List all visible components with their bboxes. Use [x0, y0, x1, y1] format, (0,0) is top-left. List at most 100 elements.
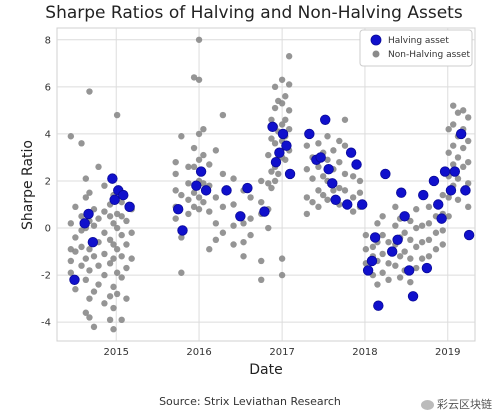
- non-halving-point: [178, 133, 185, 140]
- halving-point: [327, 178, 338, 189]
- non-halving-point: [315, 140, 322, 147]
- non-halving-point: [110, 255, 117, 262]
- halving-point: [284, 168, 296, 180]
- halving-point: [369, 232, 381, 243]
- y-tick-label: 6: [45, 82, 51, 93]
- halving-point: [407, 291, 419, 302]
- non-halving-point: [278, 121, 286, 128]
- non-halving-point: [67, 257, 75, 265]
- non-halving-point: [369, 243, 377, 251]
- halving-point: [259, 206, 270, 217]
- non-halving-point: [459, 163, 467, 171]
- non-halving-point: [282, 156, 289, 163]
- non-halving-point: [454, 175, 462, 182]
- non-halving-point: [118, 231, 125, 239]
- non-halving-point: [195, 36, 203, 43]
- halving-point: [460, 185, 471, 196]
- non-halving-point: [278, 76, 286, 83]
- non-halving-point: [123, 241, 130, 248]
- non-halving-point: [432, 229, 440, 236]
- halving-point: [366, 255, 378, 267]
- non-halving-point: [459, 107, 467, 114]
- non-halving-point: [172, 187, 179, 194]
- non-halving-point: [95, 262, 102, 269]
- halving-point: [418, 189, 429, 201]
- halving-point: [172, 204, 184, 215]
- non-halving-point: [212, 220, 220, 227]
- non-halving-point: [459, 144, 467, 152]
- non-halving-point: [118, 253, 125, 260]
- halving-point: [357, 199, 368, 210]
- halving-point: [433, 199, 444, 210]
- non-halving-point: [78, 243, 85, 251]
- halving-point: [449, 166, 461, 177]
- x-axis-label: Date: [249, 362, 282, 378]
- non-halving-point: [82, 255, 90, 262]
- non-halving-point: [374, 281, 381, 288]
- non-halving-point: [118, 198, 125, 206]
- non-halving-point: [278, 100, 286, 107]
- non-halving-point: [190, 203, 198, 211]
- non-halving-point: [425, 236, 433, 244]
- non-halving-point: [200, 198, 207, 206]
- non-halving-point: [106, 236, 114, 244]
- non-halving-point: [392, 222, 399, 229]
- non-halving-point: [178, 191, 185, 199]
- non-halving-point: [247, 231, 254, 239]
- halving-point: [421, 262, 433, 274]
- non-halving-point: [319, 191, 327, 199]
- non-halving-point: [86, 246, 93, 253]
- non-halving-point: [432, 246, 440, 253]
- non-halving-point: [78, 262, 85, 269]
- non-halving-point: [101, 300, 108, 307]
- non-halving-point: [118, 316, 125, 324]
- non-halving-point: [425, 220, 433, 227]
- non-halving-point: [110, 220, 117, 227]
- non-halving-point: [392, 262, 399, 269]
- non-halving-point: [195, 156, 203, 163]
- halving-point: [428, 175, 440, 187]
- halving-point: [277, 128, 289, 140]
- non-halving-point: [303, 166, 311, 173]
- non-halving-point: [106, 213, 114, 220]
- non-halving-point: [324, 156, 331, 163]
- non-halving-point: [230, 222, 237, 229]
- legend-non-halving-marker: [372, 50, 380, 58]
- non-halving-point: [206, 161, 213, 168]
- non-halving-point: [195, 206, 203, 213]
- non-halving-point: [230, 201, 237, 208]
- non-halving-point: [278, 255, 286, 262]
- non-halving-point: [123, 217, 130, 225]
- halving-point: [362, 265, 374, 276]
- legend-box: [359, 29, 473, 67]
- non-halving-point: [445, 125, 452, 133]
- halving-point: [124, 201, 135, 213]
- non-halving-point: [258, 257, 265, 265]
- non-halving-point: [464, 114, 472, 121]
- non-halving-point: [315, 163, 322, 171]
- non-halving-point: [341, 142, 349, 149]
- non-halving-point: [113, 224, 121, 232]
- non-halving-point: [396, 274, 404, 281]
- non-halving-point: [172, 170, 179, 178]
- non-halving-point: [106, 316, 114, 324]
- non-halving-point: [330, 147, 337, 154]
- non-halving-point: [185, 180, 192, 187]
- non-halving-point: [78, 140, 85, 147]
- non-halving-point: [392, 203, 399, 211]
- non-halving-point: [90, 222, 98, 229]
- halving-point: [315, 152, 326, 163]
- non-halving-point: [195, 130, 203, 138]
- non-halving-point: [219, 229, 227, 236]
- halving-point: [463, 229, 475, 241]
- halving-point: [351, 159, 362, 170]
- halving-point: [107, 173, 118, 184]
- non-halving-point: [464, 137, 472, 145]
- non-halving-point: [349, 173, 357, 180]
- legend-non-halving-label: Non-Halving asset: [388, 50, 471, 60]
- halving-point: [87, 236, 99, 248]
- non-halving-point: [341, 116, 349, 123]
- non-halving-point: [341, 170, 349, 178]
- non-halving-point: [185, 196, 192, 203]
- halving-point: [235, 211, 246, 222]
